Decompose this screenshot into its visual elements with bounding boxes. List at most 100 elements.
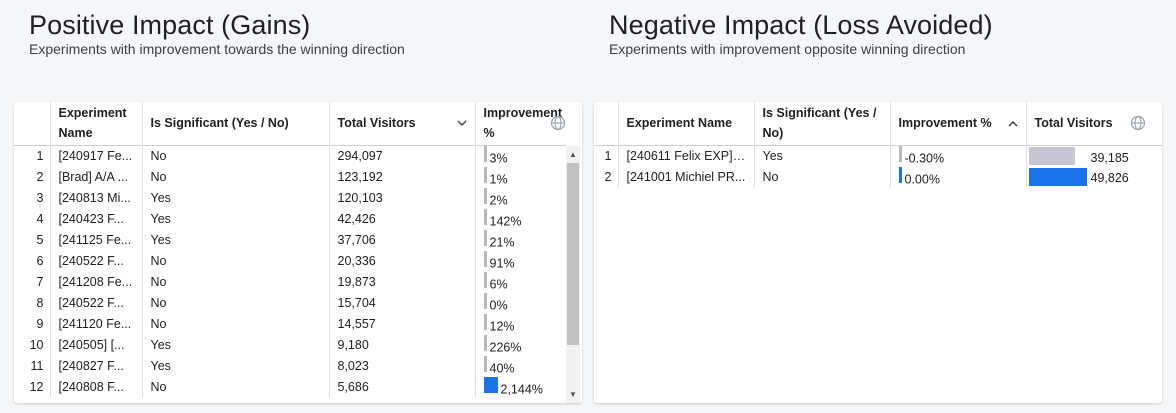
improvement-value: 6%: [489, 277, 508, 292]
improvement-value: 12%: [489, 319, 515, 334]
column-header-experiment-name[interactable]: Experiment Name: [618, 102, 755, 145]
column-header-total-visitors[interactable]: Total Visitors: [1034, 116, 1113, 131]
globe-icon[interactable]: [1130, 115, 1146, 131]
negative-impact-subtitle: Experiments with improvement opposite wi…: [609, 41, 966, 57]
table-row[interactable]: 4 [240423 F... Yes 42,426 142%: [14, 208, 566, 229]
improvement-cell: 142%: [475, 208, 566, 229]
row-number-header: [14, 102, 51, 145]
experiment-name-cell: [240505] [...: [50, 334, 143, 355]
table-row[interactable]: 11 [240827 F... Yes 8,023 40%: [14, 355, 566, 376]
improvement-value: 0%: [489, 298, 508, 313]
globe-icon[interactable]: [550, 115, 566, 131]
total-visitors-cell: 39,185: [1026, 145, 1162, 166]
table-row[interactable]: 9 [241120 Fe... No 14,557 12%: [14, 313, 566, 334]
improvement-cell: 2,144%: [475, 376, 566, 397]
row-number: 1: [594, 145, 619, 166]
is-significant-cell: No: [754, 166, 891, 187]
total-visitors-cell: 15,704: [329, 292, 476, 313]
column-header-total-visitors[interactable]: Total Visitors: [329, 102, 476, 145]
improvement-cell: 3%: [475, 145, 566, 166]
negative-impact-table: Experiment Name Is Significant (Yes / No…: [594, 102, 1162, 187]
scroll-thumb[interactable]: [567, 163, 579, 345]
improvement-cell: 0%: [475, 292, 566, 313]
scroll-down-arrow-icon[interactable]: ▼: [569, 390, 577, 399]
total-visitors-cell: 5,686: [329, 376, 476, 397]
is-significant-cell: No: [142, 166, 330, 187]
improvement-value: 21%: [489, 235, 515, 250]
total-visitors-cell: 42,426: [329, 208, 476, 229]
is-significant-cell: No: [142, 376, 330, 397]
improvement-value: 40%: [489, 361, 515, 376]
experiment-name-cell: [240813 Mi...: [50, 187, 143, 208]
improvement-value: 3%: [489, 151, 508, 166]
improvement-value: 2%: [489, 193, 508, 208]
row-number: 5: [14, 229, 51, 250]
column-header-improvement[interactable]: Improvement %: [890, 102, 1027, 145]
row-number: 1: [14, 145, 51, 166]
table-row[interactable]: 12 [240808 F... No 5,686 2,144%: [14, 376, 566, 397]
table-header-row: Experiment Name Is Significant (Yes / No…: [594, 102, 1162, 145]
improvement-bar: [483, 250, 487, 267]
row-number: 9: [14, 313, 51, 334]
experiment-name-cell: [240808 F...: [50, 376, 143, 397]
row-number-header: [594, 102, 619, 145]
column-header-improvement[interactable]: Improvement %: [483, 106, 563, 141]
scroll-up-arrow-icon[interactable]: ▲: [569, 150, 577, 159]
experiment-name-cell: [240522 F...: [50, 292, 143, 313]
total-visitors-cell: 120,103: [329, 187, 476, 208]
is-significant-cell: Yes: [142, 355, 330, 376]
experiment-name-cell: [240917 Fe...: [50, 145, 143, 166]
vertical-scrollbar[interactable]: ▲ ▼: [566, 146, 580, 403]
improvement-bar: [483, 313, 487, 330]
is-significant-cell: Yes: [142, 229, 330, 250]
column-header-is-significant[interactable]: Is Significant (Yes / No): [142, 102, 330, 145]
experiment-name-cell: [241001 Michiel PR...: [618, 166, 755, 187]
is-significant-cell: Yes: [142, 334, 330, 355]
table-row[interactable]: 5 [241125 Fe... Yes 37,706 21%: [14, 229, 566, 250]
row-number: 12: [14, 376, 51, 397]
is-significant-cell: No: [142, 145, 330, 166]
chevron-up-icon[interactable]: [1007, 113, 1018, 133]
table-row[interactable]: 7 [241208 Fe... No 19,873 6%: [14, 271, 566, 292]
improvement-cell: 2%: [475, 187, 566, 208]
is-significant-cell: No: [142, 250, 330, 271]
is-significant-cell: Yes: [142, 208, 330, 229]
positive-impact-subtitle: Experiments with improvement towards the…: [29, 41, 405, 57]
improvement-value: 0.00%: [904, 172, 940, 187]
improvement-bar: [483, 292, 487, 309]
table-row[interactable]: 3 [240813 Mi... Yes 120,103 2%: [14, 187, 566, 208]
is-significant-cell: No: [142, 313, 330, 334]
table-row[interactable]: 10 [240505] [... Yes 9,180 226%: [14, 334, 566, 355]
total-visitors-cell: 37,706: [329, 229, 476, 250]
visitors-value: 39,185: [1090, 150, 1129, 165]
improvement-bar: [483, 355, 487, 372]
column-header-is-significant[interactable]: Is Significant (Yes / No): [754, 102, 891, 145]
total-visitors-cell: 19,873: [329, 271, 476, 292]
visitors-bar: [1028, 146, 1075, 165]
improvement-cell: 226%: [475, 334, 566, 355]
improvement-bar: [483, 271, 487, 288]
experiment-name-cell: [240611 Felix EXP] ...: [618, 145, 755, 166]
chevron-down-icon[interactable]: [456, 113, 467, 133]
improvement-bar: [483, 229, 487, 246]
row-number: 10: [14, 334, 51, 355]
column-header-experiment-name[interactable]: Experiment Name: [50, 102, 143, 145]
improvement-value: -0.30%: [904, 151, 945, 166]
improvement-bar: [483, 376, 498, 393]
table-row[interactable]: 8 [240522 F... No 15,704 0%: [14, 292, 566, 313]
table-row[interactable]: 6 [240522 F... No 20,336 91%: [14, 250, 566, 271]
row-number: 8: [14, 292, 51, 313]
improvement-value: 91%: [489, 256, 515, 271]
improvement-cell: 6%: [475, 271, 566, 292]
table-row[interactable]: 1 [240917 Fe... No 294,097 3%: [14, 145, 566, 166]
row-number: 6: [14, 250, 51, 271]
is-significant-cell: Yes: [754, 145, 891, 166]
positive-impact-table: Experiment Name Is Significant (Yes / No…: [14, 102, 566, 397]
table-row[interactable]: 2 [241001 Michiel PR... No 0.00% 49,826: [594, 166, 1162, 187]
total-visitors-cell: 8,023: [329, 355, 476, 376]
improvement-bar: [483, 334, 487, 351]
improvement-value: 226%: [489, 340, 522, 355]
experiment-name-cell: [240522 F...: [50, 250, 143, 271]
table-row[interactable]: 1 [240611 Felix EXP] ... Yes -0.30% 39,185: [594, 145, 1162, 166]
table-row[interactable]: 2 [Brad] A/A ... No 123,192 1%: [14, 166, 566, 187]
